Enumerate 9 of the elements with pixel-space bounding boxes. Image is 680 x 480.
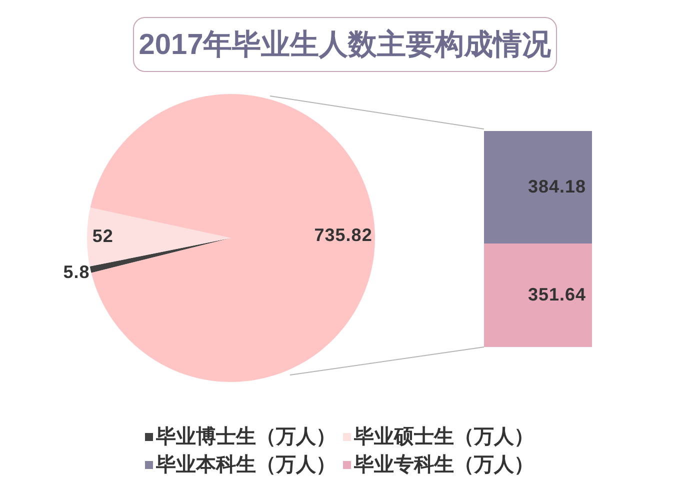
legend-label: 毕业专科生（万人） xyxy=(354,454,534,476)
legend-label: 毕业本科生（万人） xyxy=(156,454,336,476)
data-label: 384.18 xyxy=(528,176,586,196)
data-label: 5.8 xyxy=(63,262,90,282)
data-label: 351.64 xyxy=(528,284,586,304)
legend-label: 毕业硕士生（万人） xyxy=(354,426,534,448)
chart-title: 2017年毕业生人数主要构成情况 xyxy=(138,28,552,62)
data-label: 52 xyxy=(92,226,114,246)
legend-label: 毕业博士生（万人） xyxy=(156,426,336,448)
